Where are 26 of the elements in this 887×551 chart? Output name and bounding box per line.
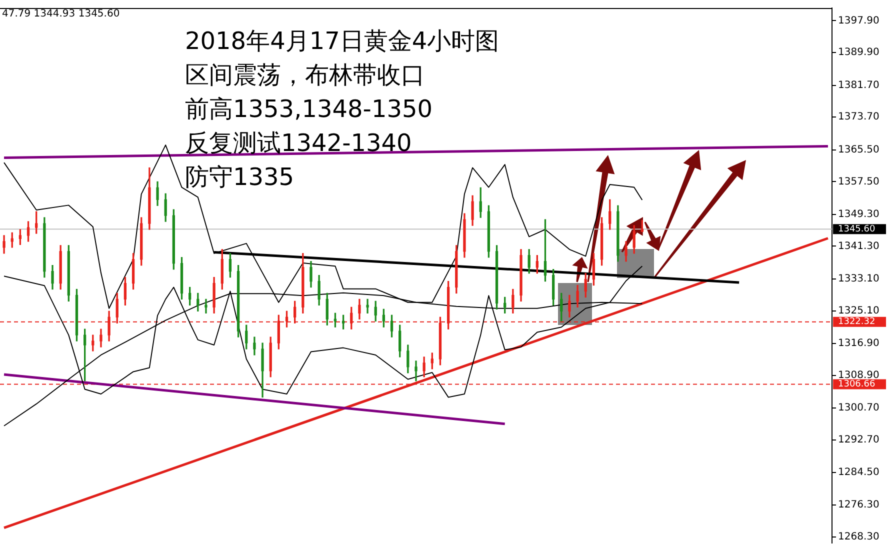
y-tick-label: 1341.30 bbox=[838, 240, 880, 252]
y-tick-label: 1325.10 bbox=[838, 305, 880, 316]
y-tick-label: 1292.70 bbox=[838, 434, 880, 446]
y-tick-label: 1300.70 bbox=[838, 402, 880, 414]
y-tick-label: 1284.50 bbox=[838, 467, 880, 478]
y-tick-label: 1268.30 bbox=[838, 532, 880, 543]
ref-line-label: 1322.32 bbox=[838, 317, 876, 328]
y-tick-label: 1373.70 bbox=[838, 112, 880, 123]
y-tick-label: 1276.30 bbox=[838, 500, 880, 511]
y-tick-label: 1357.50 bbox=[838, 176, 880, 188]
y-tick-label: 1308.90 bbox=[838, 370, 880, 381]
y-tick-label: 1389.90 bbox=[838, 47, 880, 58]
y-tick-label: 1349.30 bbox=[838, 208, 880, 220]
y-tick-label: 1397.90 bbox=[838, 15, 880, 26]
y-tick-label: 1381.70 bbox=[838, 80, 880, 91]
y-tick-label: 1316.90 bbox=[838, 338, 880, 350]
annotation: 防守1335 bbox=[185, 163, 294, 192]
annotation: 区间震荡，布林带收口 bbox=[185, 61, 425, 90]
ref-line-label: 1345.60 bbox=[838, 224, 876, 234]
annotation: 47.79 1344.93 1345.60 bbox=[2, 8, 120, 20]
y-tick-label: 1333.10 bbox=[838, 273, 880, 284]
annotation: 反复测试1342-1340 bbox=[185, 129, 412, 158]
annotation: 前高1353,1348-1350 bbox=[185, 95, 433, 124]
ref-line-label: 1306.66 bbox=[838, 380, 876, 390]
y-tick-label: 1365.50 bbox=[838, 144, 880, 156]
text: 2018年4月17日黄金4小时图 bbox=[185, 27, 500, 56]
